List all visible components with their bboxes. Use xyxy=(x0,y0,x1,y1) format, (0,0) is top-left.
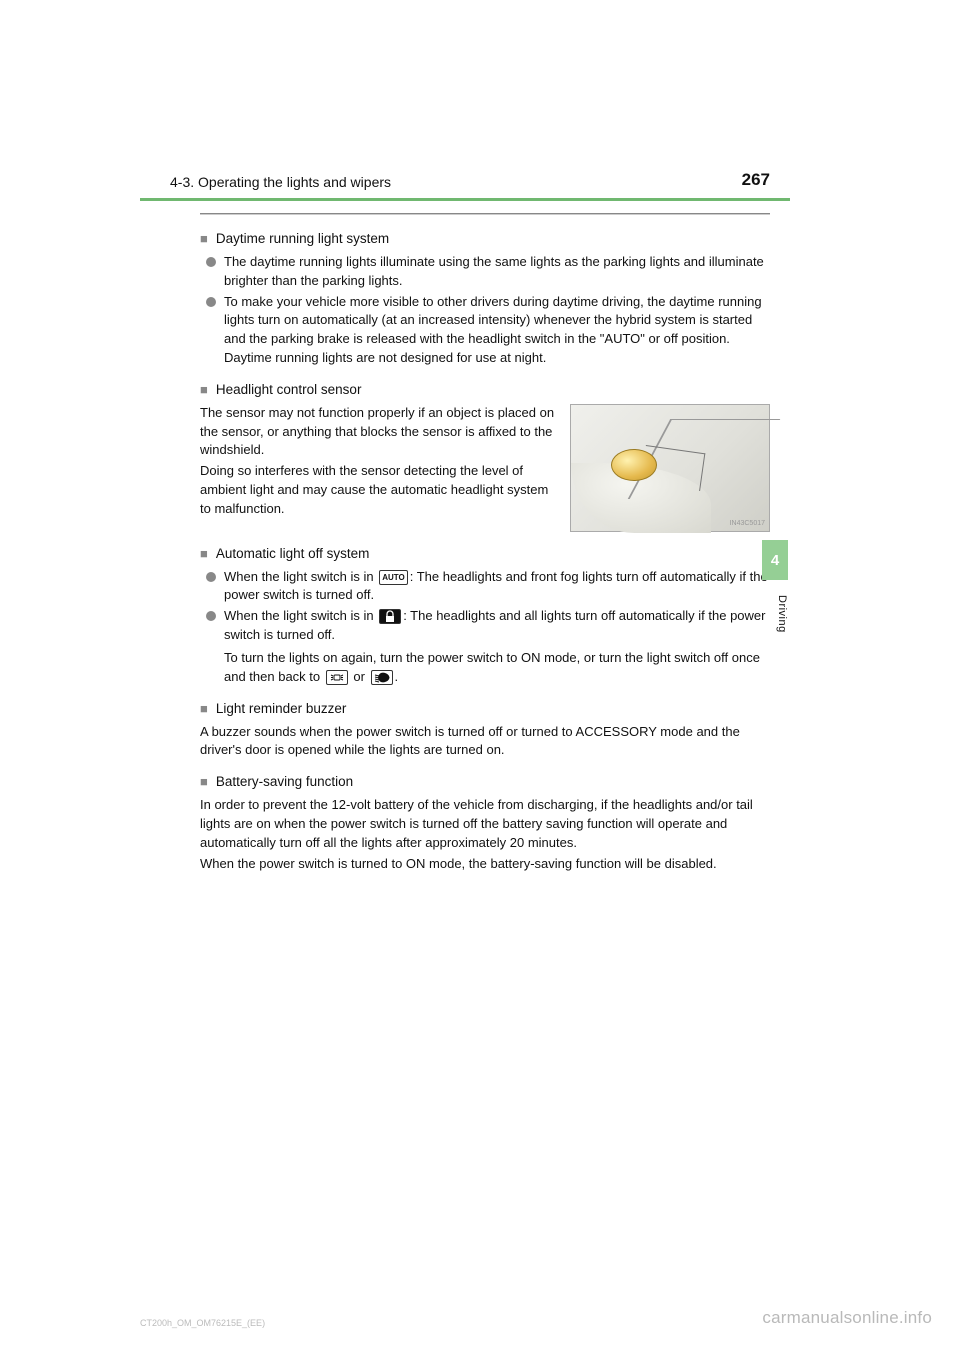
divider-green xyxy=(140,198,790,201)
tail-text: To turn the lights on again, turn the po… xyxy=(200,649,770,687)
bullet-item: To make your vehicle more visible to oth… xyxy=(200,293,770,368)
body-text: When the power switch is turned to ON mo… xyxy=(200,855,770,874)
divider-thin xyxy=(200,213,770,215)
body-text: The sensor may not function properly if … xyxy=(200,404,556,461)
section-title: Light reminder buzzer xyxy=(200,699,770,719)
parking-light-icon xyxy=(326,670,348,685)
section-sensor: Headlight control sensor The sensor may … xyxy=(200,380,770,532)
sensor-figure: IN43C5017 xyxy=(570,404,770,532)
content-body: Daytime running light system The daytime… xyxy=(0,229,960,873)
section-title: Automatic light off system xyxy=(200,544,770,564)
section-title: Battery-saving function xyxy=(200,772,770,792)
bullet-text-pre: When the light switch is in xyxy=(224,569,377,584)
footer-brand: carmanualsonline.info xyxy=(762,1308,932,1328)
section-buzzer: Light reminder buzzer A buzzer sounds wh… xyxy=(200,699,770,761)
chapter-tab: 4 xyxy=(762,540,788,580)
bullet-item: When the light switch is in AUTO: The he… xyxy=(200,568,770,606)
chapter-side-label: Driving xyxy=(762,595,788,633)
section-auto-off: Automatic light off system When the ligh… xyxy=(200,544,770,687)
page-number: 267 xyxy=(742,170,770,190)
lock-icon xyxy=(379,609,401,624)
bullet-text-pre: When the light switch is in xyxy=(224,608,377,623)
figure-code: IN43C5017 xyxy=(730,519,765,529)
section-title: Headlight control sensor xyxy=(200,380,770,400)
bullet-item: The daytime running lights illuminate us… xyxy=(200,253,770,291)
doc-ref-tiny: CT200h_OM_OM76215E_(EE) xyxy=(140,1318,265,1328)
page-header: 4-3. Operating the lights and wipers 267 xyxy=(0,0,960,198)
section-drl: Daytime running light system The daytime… xyxy=(200,229,770,368)
body-text: In order to prevent the 12-volt battery … xyxy=(200,796,770,853)
section-reference: 4-3. Operating the lights and wipers xyxy=(170,174,391,190)
chapter-number: 4 xyxy=(771,552,779,569)
bullet-item: When the light switch is in : The headli… xyxy=(200,607,770,645)
bullet-text: The daytime running lights illuminate us… xyxy=(224,254,764,288)
body-text: A buzzer sounds when the power switch is… xyxy=(200,723,770,761)
bullet-text: To make your vehicle more visible to oth… xyxy=(224,294,762,366)
section-title: Daytime running light system xyxy=(200,229,770,249)
section-battery-save: Battery-saving function In order to prev… xyxy=(200,772,770,873)
auto-icon: AUTO xyxy=(379,570,408,585)
body-text: Doing so interferes with the sensor dete… xyxy=(200,462,556,519)
low-beam-icon xyxy=(371,670,393,685)
